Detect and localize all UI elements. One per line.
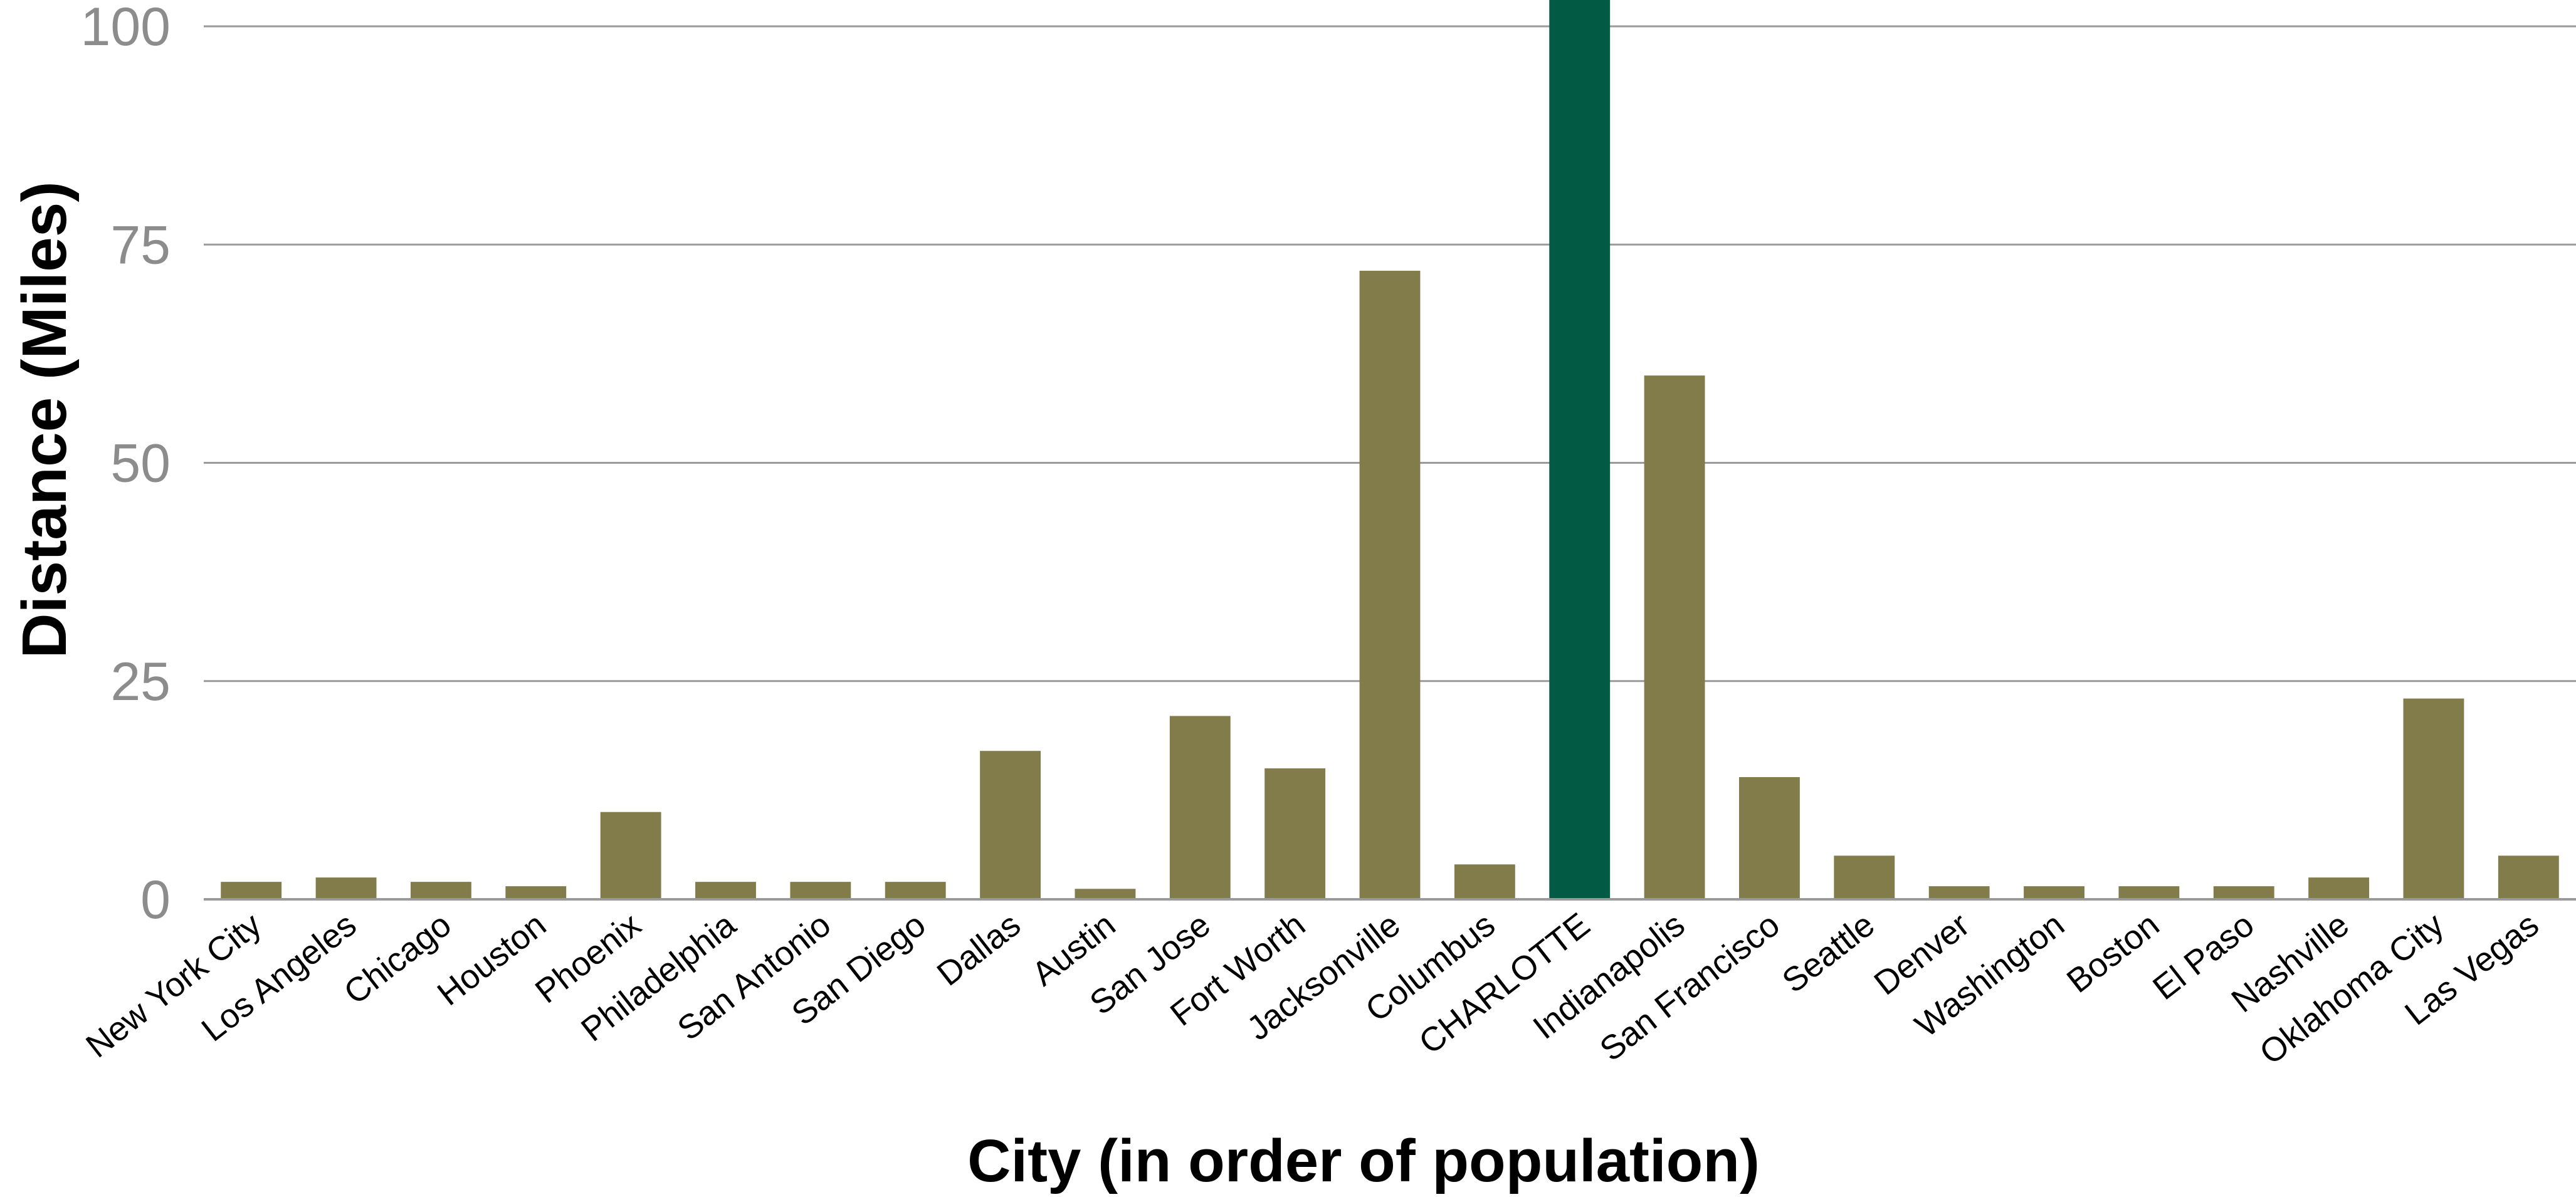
x-axis-title: City (in order of population) (967, 1127, 1760, 1194)
bar-nashville (2308, 877, 2370, 899)
bar-chicago (410, 882, 471, 899)
bar-jacksonville (1359, 271, 1421, 899)
y-axis-title: Distance (Miles) (9, 181, 80, 658)
x-tick-label: Boston (2060, 906, 2166, 1000)
bar-san-antonio (790, 882, 851, 899)
y-tick-label: 25 (110, 652, 171, 712)
bar-denver (1928, 886, 1990, 899)
bar-charlotte (1549, 0, 1611, 899)
bar-oklahoma-city (2403, 698, 2464, 899)
x-tick-label: Dallas (930, 906, 1028, 993)
bar-phoenix (600, 812, 661, 899)
x-tick-label: Seattle (1775, 906, 1881, 1000)
bar-dallas (980, 751, 1041, 899)
bar-el-paso (2213, 886, 2274, 899)
bar-seattle (1834, 855, 1895, 899)
bars (221, 0, 2559, 899)
y-tick-label: 50 (110, 434, 171, 494)
bar-san-francisco (1739, 776, 1800, 899)
bar-columbus (1454, 864, 1515, 899)
bar-los-angeles (315, 877, 377, 899)
y-tick-label: 0 (140, 870, 171, 930)
bar-new-york-city (221, 882, 282, 899)
bar-boston (2118, 886, 2180, 899)
bar-indianapolis (1644, 375, 1705, 899)
y-tick-label: 75 (110, 215, 171, 275)
x-tick-label: Houston (431, 906, 553, 1013)
bar-fort-worth (1264, 768, 1326, 899)
bar-austin (1075, 889, 1136, 899)
bar-san-diego (885, 882, 946, 899)
bar-houston (505, 886, 567, 899)
bar-las-vegas (2498, 855, 2559, 899)
y-tick-label: 100 (81, 0, 171, 57)
bar-washington (2024, 886, 2084, 899)
bar-san-jose (1169, 716, 1231, 899)
bar-philadelphia (695, 882, 756, 899)
y-axis-ticks: 0 25 50 75 100 (81, 0, 171, 930)
